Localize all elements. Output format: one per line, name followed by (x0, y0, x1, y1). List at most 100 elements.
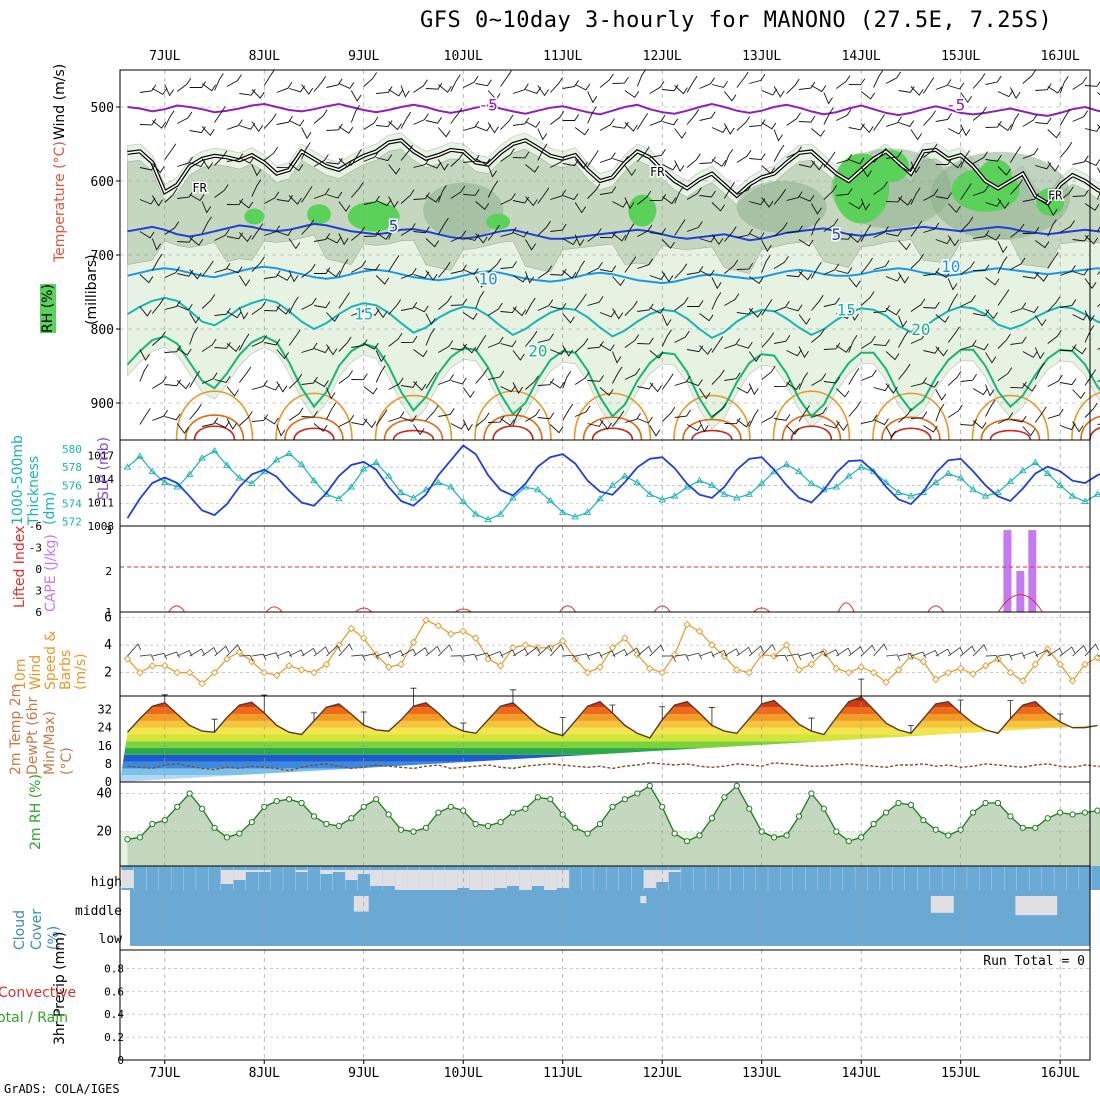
fill-layer (120, 132, 1100, 946)
wind-barb (972, 73, 986, 89)
isotherm-arch (492, 425, 534, 441)
wind-barb (301, 219, 315, 235)
thickness-marker (148, 467, 157, 475)
wind-barb (151, 253, 163, 271)
isotherm-line (127, 265, 1100, 285)
wind-barb (947, 278, 958, 291)
isotherm-arch (691, 429, 733, 441)
thickness-marker (173, 483, 181, 490)
thickness-marker (844, 472, 853, 479)
wind-barb (425, 82, 443, 90)
cloud-high-bar (283, 866, 296, 890)
wind-barb (587, 183, 601, 199)
wind-barb (811, 407, 828, 418)
wind-barb (823, 185, 838, 200)
wind-barb (848, 157, 865, 165)
wind-speed-marker (608, 644, 617, 652)
wind-barb (239, 232, 252, 243)
wind-barb-10m (935, 648, 952, 657)
wind-barb (985, 352, 997, 364)
wind-barb (1047, 219, 1057, 237)
wind-barb (1047, 252, 1059, 269)
wind-barb (587, 91, 598, 104)
cloud-high-bar (320, 866, 333, 890)
temp-line (126, 696, 1098, 739)
wind-barb (786, 304, 803, 312)
wind-barb (923, 380, 939, 388)
wind-barb (1072, 389, 1086, 399)
wind-barb (350, 90, 362, 102)
isotherm-arch (275, 392, 353, 441)
wind-barb-10m (1010, 652, 1026, 659)
wind-barb (214, 421, 230, 428)
wind-barb (848, 78, 866, 86)
wind-barb (1084, 278, 1097, 289)
wind-barb (388, 299, 402, 315)
rh-marker (547, 796, 554, 803)
wind-barb (761, 197, 774, 208)
wind-barb-10m (960, 645, 976, 657)
rh-marker (1019, 824, 1026, 831)
wind-barb (276, 381, 288, 393)
wind-barb (599, 344, 615, 352)
temp-minmax-bar (261, 694, 268, 713)
wind-barb-10m (686, 652, 703, 660)
cloud-high-clear (220, 870, 234, 884)
wind-barb-10m (699, 651, 715, 658)
wind-barb-10m (388, 650, 404, 657)
rh-marker (584, 830, 591, 837)
wind-barb (363, 150, 380, 162)
wind-barb (922, 77, 935, 94)
wind-barb (724, 417, 741, 425)
wind-barb (886, 195, 903, 203)
wind-barb (525, 297, 536, 315)
wind-barb (251, 301, 267, 315)
cloud-high-bar (793, 866, 806, 890)
slp-tick-label: 1008 (88, 520, 115, 533)
wind-barb (873, 305, 890, 313)
rh-marker (397, 826, 405, 833)
temp-color-bands (120, 697, 1090, 782)
wind-barb (786, 382, 801, 391)
cloud-high-bar (146, 866, 159, 890)
pressure-tick-label: 700 (91, 249, 114, 264)
wind-barb-10m (288, 649, 305, 657)
temp-color-band (120, 741, 1090, 749)
wind-barb (748, 276, 764, 285)
wind-barb-10m (972, 644, 988, 657)
wind-barb (798, 115, 816, 123)
wind-barb-10m (363, 653, 379, 660)
cloud-high-bar (1004, 866, 1017, 890)
wind-barb (276, 229, 293, 236)
wind-barb (674, 297, 689, 311)
cloud-high-clear (419, 870, 433, 890)
wind-barb (413, 158, 430, 168)
temp-minmax-bar (360, 711, 367, 725)
wind-barb (226, 198, 244, 206)
wind-barb (1022, 351, 1038, 358)
wind-barb (363, 72, 378, 87)
isotherm-arch (1089, 426, 1100, 441)
rh-marker (646, 782, 653, 789)
wind-barb (1010, 146, 1022, 163)
wind-barb (238, 307, 249, 320)
wind-speed-marker (1019, 677, 1027, 685)
thickness-marker (695, 476, 704, 484)
cloud-high-bar (581, 866, 594, 890)
isotherm-arch (872, 392, 950, 441)
wind-barb (463, 268, 479, 275)
wind-barb (898, 272, 910, 284)
day-label-bottom: 7JUL (149, 1066, 180, 1081)
wind-speed-marker (496, 661, 505, 670)
rh-marker (1007, 813, 1014, 820)
rh-marker (771, 834, 778, 841)
thickness-marker (558, 508, 567, 515)
wind-barb (351, 226, 366, 241)
wind-barb (475, 233, 488, 244)
wind-speed-marker (521, 641, 530, 649)
wind-barb (873, 260, 890, 270)
thickness-marker (720, 490, 729, 497)
thickness-line (127, 450, 1100, 521)
wind-barb (512, 382, 523, 394)
